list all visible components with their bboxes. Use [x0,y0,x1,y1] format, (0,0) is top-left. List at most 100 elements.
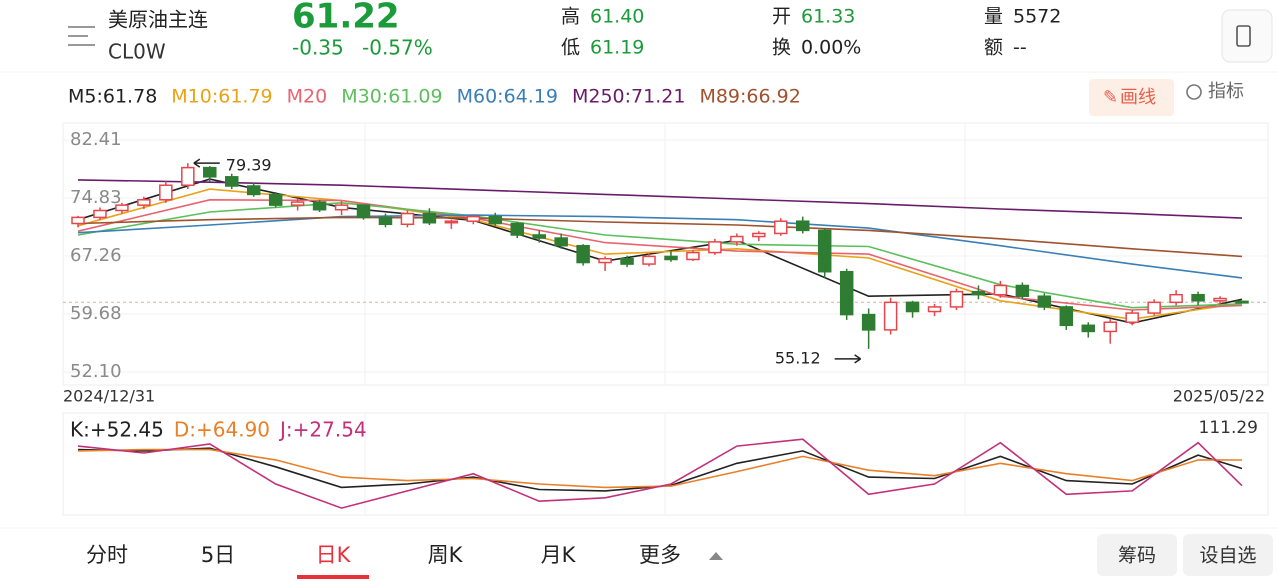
open: 61.33 [801,6,855,28]
candle-body [93,209,107,219]
candle-body [993,284,1008,296]
y-tick-label: 67.26 [70,245,122,266]
candle-body [115,204,129,212]
candle-body [883,301,898,331]
tab[interactable]: 日K [316,543,352,567]
candle-body [686,251,700,261]
candle-body [1125,312,1139,323]
candle-body [796,220,810,232]
line [77,214,1243,279]
max-label: 79.39 [226,156,272,175]
candle-body [1191,293,1205,302]
kdj-legend: J:+27.54 [278,418,367,442]
turnover: 0.00% [801,37,861,59]
end-date: 2025/05/22 [1173,387,1265,406]
watchlist-button[interactable] [1183,534,1273,576]
candle-body [268,193,283,206]
line [77,438,1243,509]
candle-body [927,306,942,313]
ma-legend: M5:61.78 [68,86,157,108]
high: 61.40 [590,6,644,28]
candle-body [949,290,964,308]
amount: -- [1013,37,1027,59]
ma-legend: M30:61.09 [341,86,442,108]
candle-body [752,232,766,238]
ma-legend: M20 [287,86,328,108]
candle-body [224,176,239,187]
candle-body [664,255,678,261]
candle-body [71,216,85,225]
ma-legend: M89:66.92 [699,86,800,108]
device-button[interactable] [1221,9,1273,63]
device-icon [1236,25,1251,47]
volume: 5572 [1013,6,1061,28]
candle-body [774,220,788,235]
candle-body [554,237,568,247]
candle-body [334,204,349,211]
chips-label: 筹码 [1118,545,1156,567]
y-tick-label: 82.41 [70,129,122,150]
candle-body [444,220,459,224]
kdj-legend: D:+64.90 [174,418,270,442]
change-pct: -0.57% [362,36,433,60]
y-tick-label: 59.68 [70,303,122,324]
watchlist-label: 设自选 [1199,545,1256,567]
ma-legend: M60:64.19 [457,86,558,108]
chips-button[interactable] [1097,534,1177,576]
min-arrow [834,354,862,364]
max-arrow [193,158,220,168]
candle-body [839,270,854,316]
candle-body [203,166,217,178]
candle-body [532,234,546,239]
candle-body [598,257,612,264]
candle-body [1037,295,1052,308]
candle-body [576,244,590,264]
candle-body [1103,321,1117,333]
candle-body [312,201,327,211]
candle-body [356,204,371,219]
tab[interactable]: 分时 [86,543,128,567]
candle-body [400,212,415,226]
tab[interactable]: 月K [541,543,577,567]
start-date: 2024/12/31 [63,387,155,406]
instrument-code: CL0W [108,40,166,64]
tab[interactable]: 更多 [639,543,681,567]
amount-label: 额 [984,37,1003,59]
y-tick-label: 74.83 [70,187,122,208]
candle-body [246,185,261,196]
turnover-label: 换 [772,37,791,59]
candle-body [708,241,722,254]
candle-body [1213,297,1227,302]
min-label: 55.12 [775,348,821,367]
candle-body [488,215,503,225]
candle-body [290,201,305,206]
line [77,179,1243,219]
tab-underline [297,575,369,579]
vertical-grid [364,123,966,515]
tab[interactable]: 周K [428,543,464,567]
more-arrow [709,552,723,560]
candle-body [466,215,481,222]
candle-body [730,235,744,243]
draw-pen: ✎ [1103,87,1118,108]
low-label: 低 [561,37,580,59]
high-label: 高 [561,6,580,28]
candle-body [1169,293,1183,304]
tab[interactable]: 5日 [201,543,235,567]
ma-legend: M250:71.21 [572,86,685,108]
candle-body [861,313,876,331]
menu-icon[interactable] [68,26,95,46]
candle-body [620,257,634,265]
candle-body [1015,284,1030,297]
low: 61.19 [590,37,644,59]
candle-body [1081,324,1096,333]
price: 61.22 [292,0,400,37]
candle-body [1147,301,1161,314]
instrument-name: 美原油主连 [108,8,208,32]
draw-button[interactable] [1089,79,1174,116]
kdj-legend: K:+52.45 [70,418,164,442]
candle-body [817,229,832,273]
indicator-icon [1186,84,1202,100]
indicator-label[interactable]: 指标 [1208,81,1244,102]
